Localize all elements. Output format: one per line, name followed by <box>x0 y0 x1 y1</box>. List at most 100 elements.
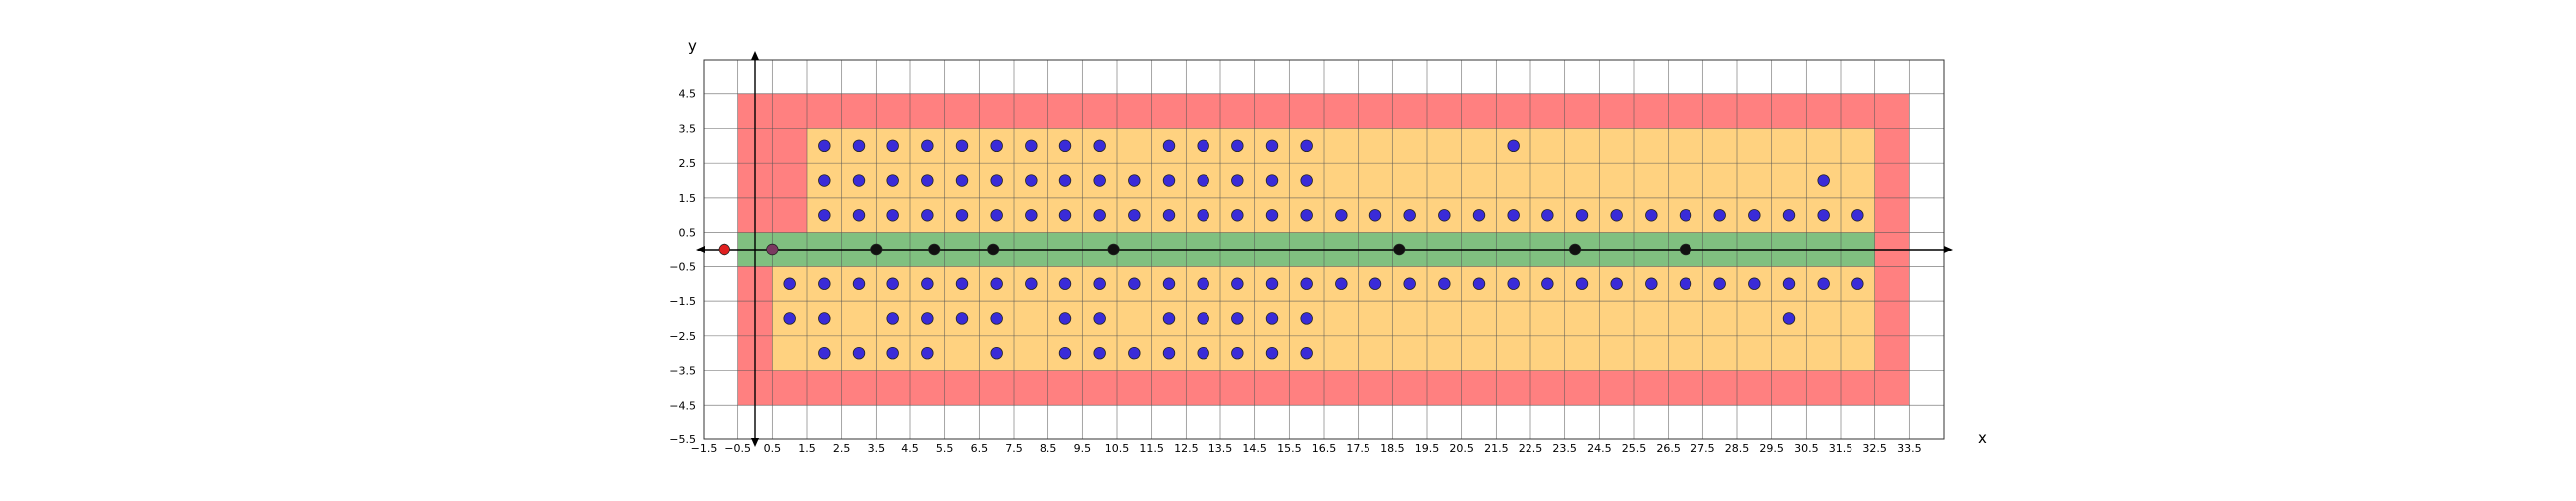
data-point <box>1472 277 1486 290</box>
data-point <box>1025 209 1038 222</box>
data-point <box>1128 277 1141 290</box>
x-tick-label: −1.5 <box>691 442 718 455</box>
data-point <box>818 209 831 222</box>
x-tick-label: 19.5 <box>1415 442 1440 455</box>
x-tick-label: 9.5 <box>1074 442 1092 455</box>
data-point <box>1568 243 1582 256</box>
data-point <box>1610 209 1623 222</box>
data-point <box>1300 174 1313 187</box>
data-point <box>1679 277 1692 290</box>
data-point <box>1231 346 1244 360</box>
data-point <box>886 209 899 222</box>
data-point <box>1093 277 1106 290</box>
data-point <box>818 346 831 360</box>
y-tick-label: −0.5 <box>669 260 696 273</box>
data-point <box>1093 346 1106 360</box>
data-point <box>1093 209 1106 222</box>
data-point <box>1817 174 1830 187</box>
data-point <box>1231 139 1244 153</box>
data-point <box>1300 312 1313 325</box>
data-point <box>1300 139 1313 153</box>
data-point <box>818 174 831 187</box>
y-tick-label: 3.5 <box>679 122 697 135</box>
data-point <box>955 277 969 290</box>
axes-layer <box>696 51 1953 447</box>
data-point <box>1107 243 1120 256</box>
x-tick-label: 24.5 <box>1587 442 1612 455</box>
y-tick-label: 0.5 <box>679 227 697 240</box>
data-point <box>1335 209 1348 222</box>
data-point <box>1197 312 1209 325</box>
data-point <box>1162 209 1176 222</box>
y-tick-label: −5.5 <box>669 433 696 446</box>
ticks-layer: −1.5 −0.5 0.5 1.5 2.5 3.5 4.5 5.5 6.5 7.5 8.5 9.5 10… <box>669 88 1921 455</box>
data-point <box>1507 139 1520 153</box>
data-point <box>1058 139 1072 153</box>
x-tick-label: 25.5 <box>1622 442 1647 455</box>
x-tick-label: 17.5 <box>1346 442 1370 455</box>
x-tick-label: 7.5 <box>1005 442 1023 455</box>
data-point <box>852 346 866 360</box>
data-point <box>955 174 969 187</box>
data-point <box>1472 209 1486 222</box>
x-tick-label: 0.5 <box>764 442 782 455</box>
data-point <box>921 139 934 153</box>
data-point <box>921 346 934 360</box>
data-point <box>1265 346 1279 360</box>
data-point <box>1438 209 1451 222</box>
data-point <box>1782 312 1796 325</box>
data-point <box>1162 312 1176 325</box>
data-point <box>1713 209 1726 222</box>
data-point <box>1058 312 1072 325</box>
data-point <box>928 243 941 256</box>
data-point <box>1025 277 1038 290</box>
data-point <box>1128 174 1141 187</box>
data-point <box>1093 312 1106 325</box>
data-point <box>1265 174 1279 187</box>
x-tick-label: 4.5 <box>901 442 919 455</box>
data-point <box>921 174 934 187</box>
data-point <box>1507 277 1520 290</box>
data-point <box>955 209 969 222</box>
x-tick-label: 23.5 <box>1552 442 1577 455</box>
y-axis-label: y <box>688 37 697 55</box>
data-point <box>852 139 866 153</box>
data-point <box>1265 277 1279 290</box>
x-tick-label: 33.5 <box>1897 442 1922 455</box>
data-point <box>886 346 899 360</box>
x-tick-label: 10.5 <box>1105 442 1130 455</box>
data-point <box>766 243 779 256</box>
data-point <box>886 139 899 153</box>
data-point <box>1265 209 1279 222</box>
data-point <box>1162 174 1176 187</box>
data-point <box>886 174 899 187</box>
data-point <box>852 209 866 222</box>
data-point <box>1679 243 1692 256</box>
x-tick-label: 14.5 <box>1242 442 1267 455</box>
data-point <box>818 139 831 153</box>
x-tick-label: 5.5 <box>936 442 954 455</box>
x-tick-label: 29.5 <box>1759 442 1784 455</box>
data-point <box>990 209 1003 222</box>
data-point <box>1231 209 1244 222</box>
points-layer <box>718 139 1864 360</box>
data-point <box>1162 139 1176 153</box>
data-point <box>1197 346 1209 360</box>
data-point <box>1162 277 1176 290</box>
data-point <box>1231 312 1244 325</box>
data-point <box>1852 209 1864 222</box>
x-tick-label: 21.5 <box>1484 442 1509 455</box>
x-tick-label: 2.5 <box>833 442 851 455</box>
x-tick-label: 26.5 <box>1656 442 1681 455</box>
data-point <box>1782 277 1796 290</box>
data-point <box>1748 209 1761 222</box>
data-point <box>1231 277 1244 290</box>
data-point <box>1713 277 1726 290</box>
data-point <box>1197 209 1209 222</box>
data-point <box>783 312 796 325</box>
x-tick-label: 8.5 <box>1040 442 1057 455</box>
x-axis-arrow-left <box>696 246 705 253</box>
data-point <box>1817 209 1830 222</box>
data-point <box>1438 277 1451 290</box>
data-point <box>921 277 934 290</box>
